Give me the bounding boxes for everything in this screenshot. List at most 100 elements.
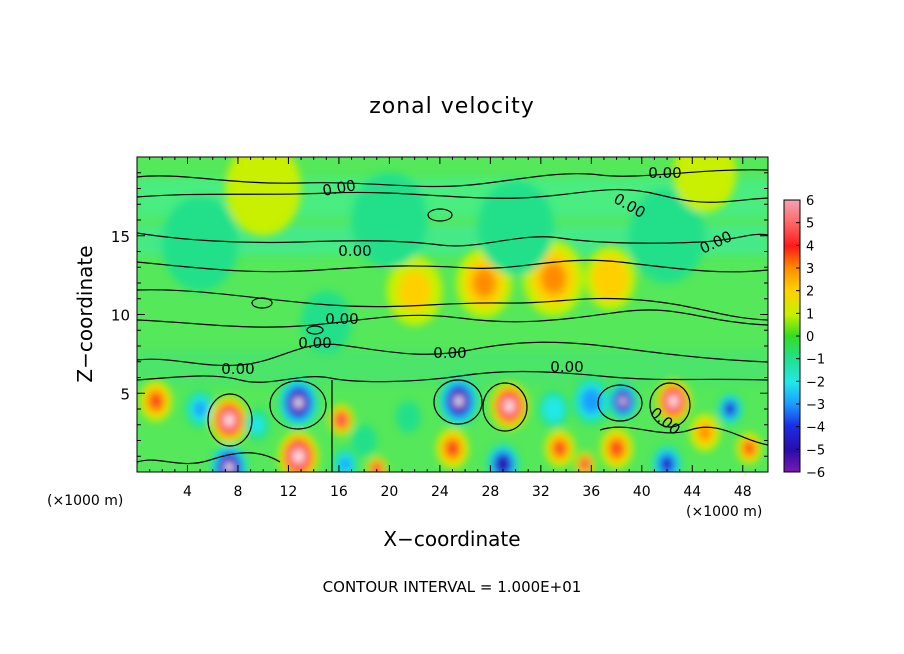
contour-ring xyxy=(427,208,453,222)
colorbar-tick-label: 2 xyxy=(806,285,814,300)
contour-ring xyxy=(482,382,528,432)
colorbar-tick-label: −1 xyxy=(806,353,825,368)
colorbar: 6 5 4 3 2 1 0 −1 −2 −3 −4 −5 −6 xyxy=(783,194,825,481)
velocity-blob xyxy=(745,443,754,454)
x-unit-right: (×1000 m) xyxy=(686,504,762,520)
y-axis-label: Z−coordinate xyxy=(73,245,97,382)
colorbar-tick-label: 4 xyxy=(806,239,814,254)
velocity-blob xyxy=(162,196,239,291)
plot-area: 0.00 0.00 0.00 0.00 0.00 0.00 0.00 0.00 … xyxy=(111,156,769,500)
velocity-blob xyxy=(555,442,565,455)
velocity-blob xyxy=(356,431,372,450)
contour-label: 0.00 xyxy=(221,360,254,378)
y-tick-label: 10 xyxy=(111,307,130,325)
contour-lines xyxy=(137,169,768,472)
y-tick-label: 15 xyxy=(111,228,130,246)
velocity-blob xyxy=(582,460,588,468)
x-tick-label: 48 xyxy=(734,484,752,500)
velocity-blob xyxy=(547,401,560,417)
velocity-blob xyxy=(499,459,507,469)
contour-line xyxy=(137,169,768,188)
velocity-blob xyxy=(225,415,233,425)
velocity-blob xyxy=(447,441,458,455)
x-tick-label: 28 xyxy=(481,484,499,500)
velocity-blob xyxy=(294,451,303,462)
colorbar-tick-label: 1 xyxy=(806,307,814,322)
velocity-blobs xyxy=(139,157,762,472)
velocity-blob xyxy=(338,415,345,425)
contour-interval-footer: CONTOUR INTERVAL = 1.000E+01 xyxy=(323,578,582,596)
velocity-blob xyxy=(367,192,412,248)
contour-line xyxy=(137,232,768,247)
contour-ring xyxy=(649,382,691,428)
contour-ring xyxy=(207,393,253,447)
contour-label: 0.00 xyxy=(433,344,466,362)
velocity-blob xyxy=(620,397,626,405)
velocity-blob xyxy=(599,265,621,292)
y-tick-labels: 5 10 15 xyxy=(111,228,130,404)
contour-label: 0.00 xyxy=(321,176,357,200)
x-tick-label: 4 xyxy=(183,484,192,500)
x-tick-label: 16 xyxy=(330,484,348,500)
velocity-blob xyxy=(249,415,265,434)
x-tick-label: 20 xyxy=(380,484,398,500)
x-tick-label: 24 xyxy=(431,484,449,500)
velocity-blob xyxy=(472,268,496,298)
colorbar-tick-labels: 6 5 4 3 2 1 0 −1 −2 −3 −4 −5 −6 xyxy=(806,194,825,481)
colorbar-tick-label: −3 xyxy=(806,398,825,413)
velocity-blob xyxy=(455,396,463,406)
contour-line xyxy=(599,426,768,446)
velocity-blob xyxy=(670,396,677,406)
y-ticks xyxy=(137,172,768,457)
contour-line xyxy=(137,259,768,273)
x-tick-label: 12 xyxy=(280,484,298,500)
contour-line xyxy=(137,309,768,328)
contour-line xyxy=(137,370,768,383)
velocity-blob xyxy=(505,401,513,411)
x-tick-label: 44 xyxy=(683,484,701,500)
y-tick-label: 5 xyxy=(120,385,130,403)
contour-ring xyxy=(269,380,327,430)
contour-ring xyxy=(433,379,483,425)
contour-label: 0.00 xyxy=(648,164,681,182)
contour-label: 0.00 xyxy=(298,334,331,352)
velocity-blob xyxy=(193,401,207,417)
contour-line xyxy=(137,341,768,367)
x-tick-label: 40 xyxy=(633,484,651,500)
velocity-blob xyxy=(374,465,380,472)
velocity-blob xyxy=(150,394,162,408)
x-tick-label: 32 xyxy=(532,484,550,500)
colorbar-tick-label: −6 xyxy=(806,466,825,481)
contour-ring xyxy=(306,325,324,335)
colorbar-tick-label: 0 xyxy=(806,330,814,345)
x-ticks xyxy=(149,157,756,472)
colorbar-tick-label: 6 xyxy=(806,194,814,209)
velocity-blob xyxy=(225,462,233,472)
velocity-blob xyxy=(611,441,622,455)
velocity-blob xyxy=(663,459,671,469)
contour-label: 0.00 xyxy=(550,358,583,376)
contour-label: 0.00 xyxy=(338,242,371,260)
colorbar-ticks xyxy=(796,199,800,473)
x-unit-left: (×1000 m) xyxy=(47,493,123,509)
velocity-blob xyxy=(400,407,416,427)
velocity-blob xyxy=(726,404,734,414)
velocity-blob xyxy=(225,157,302,236)
velocity-blob xyxy=(585,393,598,409)
x-tick-label: 36 xyxy=(582,484,600,500)
x-tick-labels: 4 8 12 16 20 24 28 32 36 40 44 48 xyxy=(183,484,752,500)
chart-title: zonal velocity xyxy=(369,94,535,119)
contour-line xyxy=(137,188,768,203)
velocity-blob xyxy=(698,424,712,441)
velocity-blob xyxy=(493,200,538,256)
velocity-blob xyxy=(311,304,341,341)
contour-ring xyxy=(251,297,273,309)
contour-line xyxy=(137,452,281,465)
colorbar-tick-label: 5 xyxy=(806,217,814,232)
velocity-blob xyxy=(644,208,690,264)
x-axis-label: X−coordinate xyxy=(383,527,520,551)
contour-ring xyxy=(597,384,643,422)
contour-label: 0.00 xyxy=(325,310,358,328)
colorbar-tick-label: 3 xyxy=(806,262,814,277)
